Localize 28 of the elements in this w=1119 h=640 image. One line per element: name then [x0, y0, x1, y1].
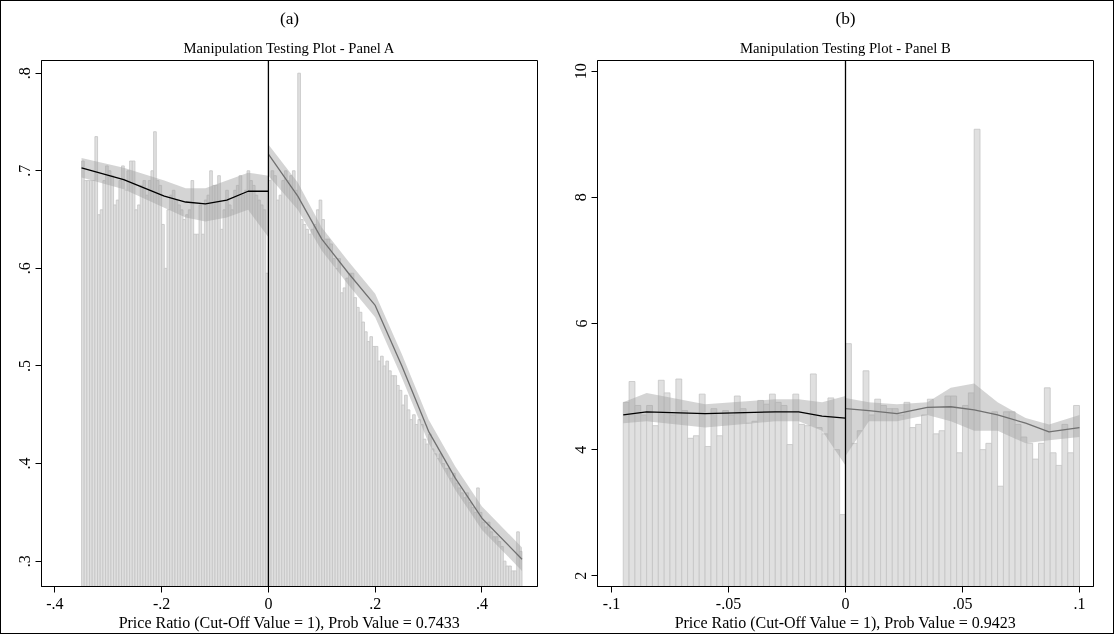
y-tick-label: .6 [16, 262, 34, 275]
chart-subtitle: Manipulation Testing Plot - Panel A [183, 39, 395, 56]
y-tick-label: .7 [16, 164, 34, 177]
y-tick-label: .4 [16, 457, 34, 470]
line-series [844, 406, 1081, 433]
y-tick-label: 6 [572, 319, 590, 328]
x-axis-title: Price Ratio (Cut-Off Value = 1), Prob Value = 0.7433 [118, 613, 460, 632]
chart-subtitle: Manipulation Testing Plot - Panel B [739, 39, 951, 56]
x-tick-label: .4 [475, 594, 488, 612]
x-tick-label: -.1 [602, 594, 621, 612]
x-tick-label: 0 [841, 594, 850, 612]
chart-title: (b) [835, 8, 856, 28]
x-axis-title: Price Ratio (Cut-Off Value = 1), Prob Value = 0.9423 [674, 613, 1016, 632]
y-tick-label: .8 [16, 67, 34, 80]
chart-title: (a) [279, 8, 300, 28]
y-tick-label: 8 [572, 193, 590, 202]
x-tick-label: -.4 [46, 594, 64, 612]
x-tick-label: -.2 [152, 594, 171, 612]
y-tick-label: 2 [572, 571, 590, 580]
x-tick-label: .05 [952, 594, 973, 612]
x-tick-label: -.05 [715, 594, 742, 612]
y-tick-label: 4 [572, 445, 590, 454]
x-tick-label: .2 [369, 594, 382, 612]
y-tick-label: 10 [572, 63, 590, 80]
y-tick-label: .3 [16, 555, 34, 568]
x-tick-label: 0 [264, 594, 273, 612]
y-tick-label: .5 [16, 359, 34, 372]
x-tick-label: .1 [1073, 594, 1086, 612]
